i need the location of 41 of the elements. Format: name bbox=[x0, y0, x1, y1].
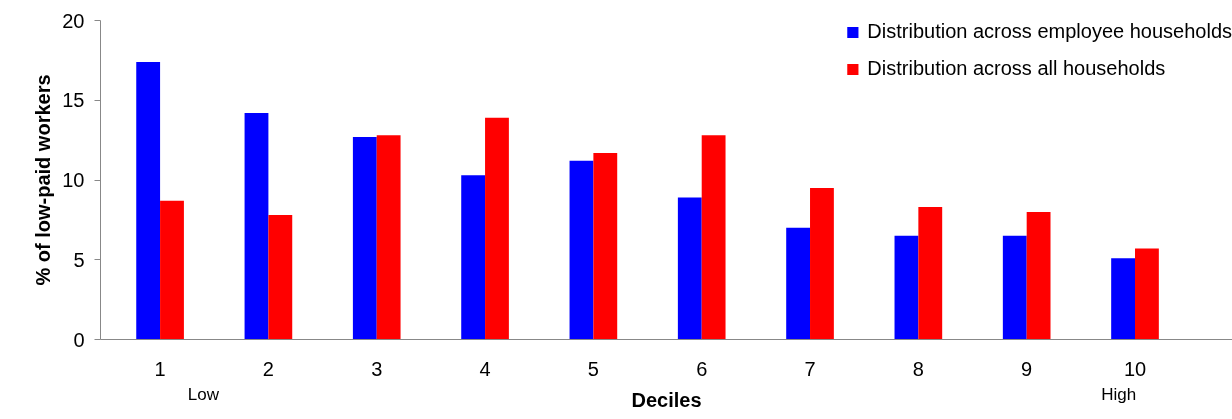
bar bbox=[701, 135, 726, 340]
bar bbox=[786, 227, 811, 340]
y-axis-title: % of low-paid workers bbox=[32, 74, 55, 286]
bar bbox=[485, 117, 509, 340]
bar bbox=[268, 215, 293, 340]
bar bbox=[136, 61, 161, 340]
bar bbox=[1135, 248, 1159, 340]
y-tick-label: 5 bbox=[73, 248, 85, 271]
bar bbox=[376, 135, 401, 340]
y-tick-label: 10 bbox=[62, 169, 85, 191]
bar bbox=[1002, 235, 1027, 340]
bar bbox=[461, 175, 486, 340]
bar bbox=[244, 113, 269, 340]
y-tick-label: 0 bbox=[73, 328, 85, 351]
x-tick-label: 9 bbox=[1021, 357, 1033, 380]
x-tick-label: 3 bbox=[371, 357, 383, 380]
legend-label: Distribution across employee households bbox=[867, 20, 1232, 43]
y-tick-label: 20 bbox=[62, 9, 85, 32]
text: Low bbox=[187, 384, 220, 404]
x-tick-label: 4 bbox=[479, 357, 491, 380]
y-tick-label: 15 bbox=[62, 89, 85, 112]
x-tick-label: 10 bbox=[1123, 357, 1147, 380]
bar bbox=[1026, 211, 1051, 340]
bar bbox=[593, 152, 618, 340]
x-tick-label: 7 bbox=[804, 357, 816, 380]
x-tick-label: 6 bbox=[696, 357, 708, 380]
bar bbox=[677, 197, 702, 340]
x-tick-label: 8 bbox=[912, 357, 924, 380]
x-tick-label: 2 bbox=[262, 357, 274, 380]
x-tick-label: 1 bbox=[154, 357, 166, 380]
x-axis-title: Deciles bbox=[631, 388, 702, 411]
bar bbox=[894, 235, 919, 340]
x-tick-label: 5 bbox=[587, 357, 599, 380]
text: High bbox=[1101, 384, 1137, 404]
bar bbox=[352, 136, 377, 340]
bar bbox=[810, 187, 834, 340]
bar bbox=[569, 160, 594, 340]
bar bbox=[918, 207, 943, 340]
bar bbox=[1111, 258, 1136, 340]
legend-label: Distribution across all households bbox=[867, 57, 1166, 80]
bar bbox=[160, 200, 184, 340]
